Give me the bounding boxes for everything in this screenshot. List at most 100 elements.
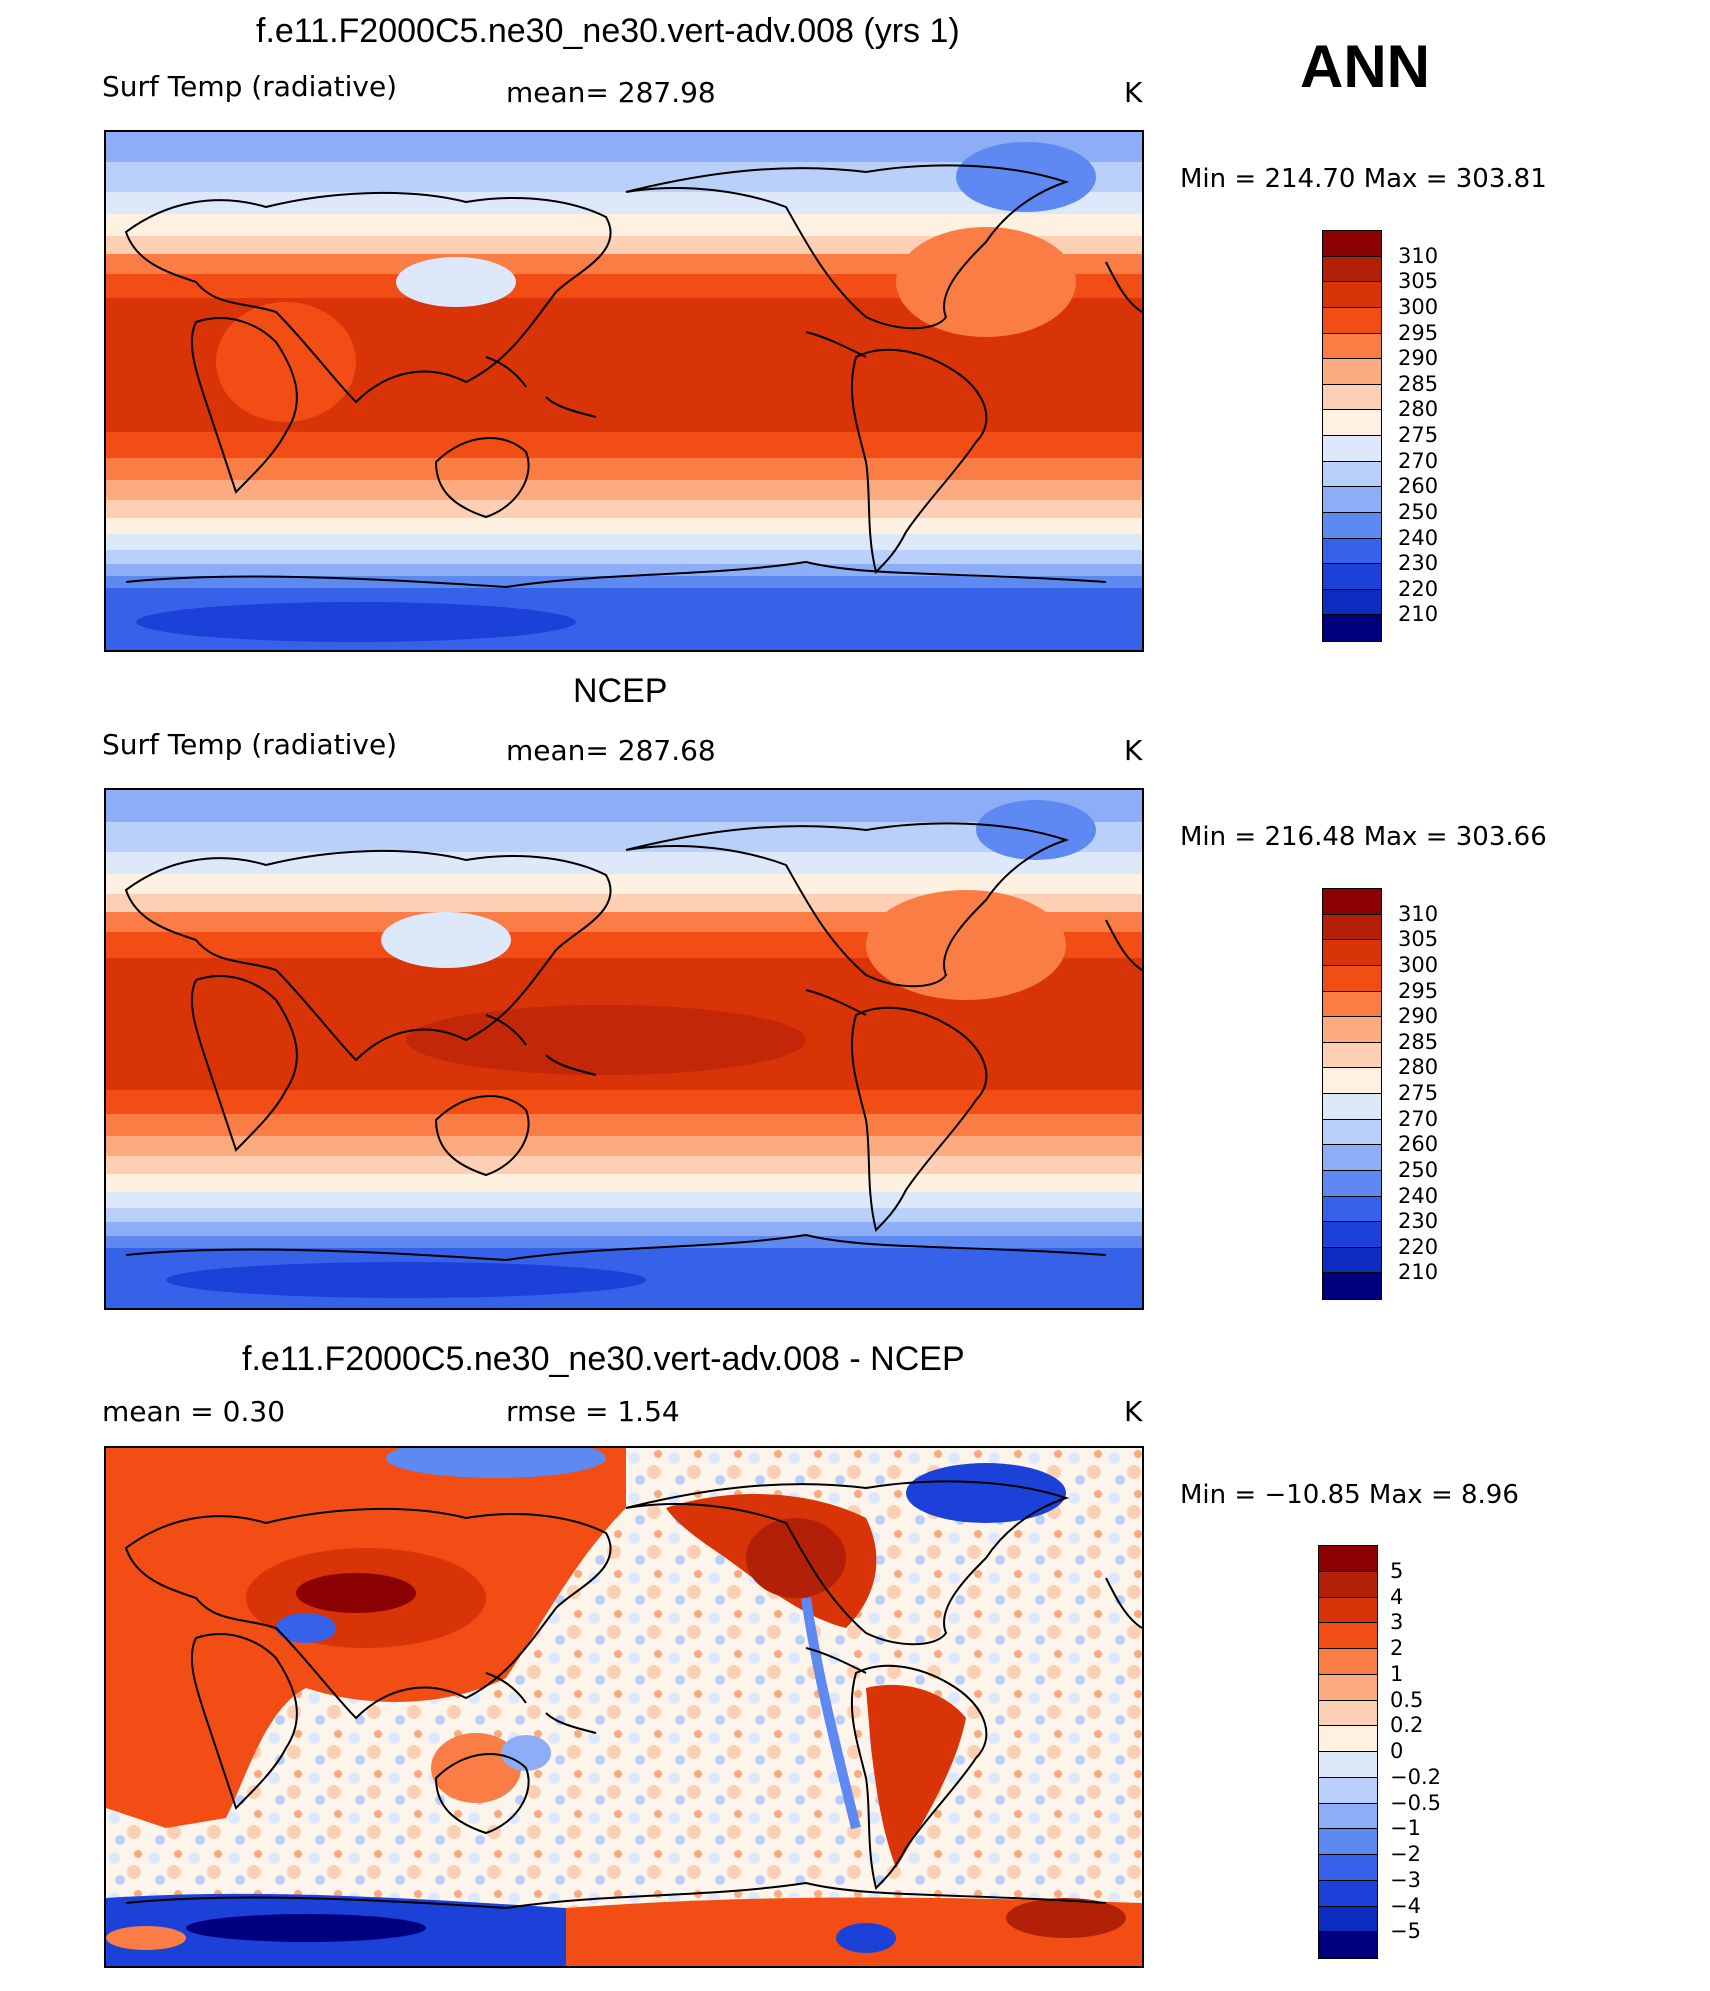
colorbar-tick-label: −0.5 <box>1390 1790 1441 1815</box>
colorbar-tick-label: 0 <box>1390 1739 1404 1763</box>
colorbar-swatch <box>1322 511 1382 539</box>
panel-model-map-plot <box>106 132 1142 650</box>
panel-obs-title: NCEP <box>573 672 668 710</box>
colorbar-swatch <box>1318 1570 1378 1598</box>
colorbar-tick-label: 4 <box>1390 1584 1404 1609</box>
temperature-field <box>106 132 1142 650</box>
colorbar-swatch <box>1322 1221 1382 1249</box>
colorbar-swatch <box>1318 1802 1378 1830</box>
coastlines <box>124 1480 1142 1910</box>
colorbar-swatch <box>1322 1195 1382 1223</box>
colorbar-swatch <box>1322 1016 1382 1044</box>
colorbar-tick-label: 290 <box>1398 346 1439 371</box>
colorbar-tick-label: 210 <box>1398 1260 1439 1285</box>
panel-model-title: f.e11.F2000C5.ne30_ne30.vert-adv.008 (yr… <box>256 12 960 50</box>
panel-diff-minmax: Min = −10.85 Max = 8.96 <box>1180 1480 1519 1510</box>
colorbar-swatch <box>1322 306 1382 334</box>
colorbar-swatch <box>1322 230 1382 258</box>
colorbar-tick-label: 0.5 <box>1390 1687 1424 1712</box>
colorbar-swatch <box>1322 358 1382 386</box>
colorbar-tick-label: 3 <box>1390 1610 1404 1635</box>
colorbar-tick-label: 250 <box>1398 1157 1439 1182</box>
colorbar-tick-label: −1 <box>1390 1816 1421 1841</box>
colorbar-tick-label: 220 <box>1398 1234 1439 1259</box>
colorbar-tick-label: 280 <box>1398 1055 1439 1080</box>
panel-obs-variable-label: Surf Temp (radiative) <box>102 728 398 761</box>
colorbar-swatch <box>1318 1622 1378 1650</box>
panel-model-minmax: Min = 214.70 Max = 303.81 <box>1180 164 1547 194</box>
colorbar-tick-label: −5 <box>1390 1919 1421 1944</box>
panel-diff-units: K <box>1124 1395 1143 1428</box>
colorbar-tick-label: 275 <box>1398 1081 1439 1105</box>
colorbar-swatch <box>1318 1931 1378 1959</box>
colorbar-swatch <box>1322 281 1382 309</box>
colorbar-tick-label: 1 <box>1390 1661 1404 1686</box>
colorbar-swatch <box>1322 1246 1382 1274</box>
colorbar-swatch <box>1322 614 1382 642</box>
panel-model-units: K <box>1124 76 1143 109</box>
colorbar-tick-label: 240 <box>1398 525 1439 550</box>
colorbar-tick-label: −2 <box>1390 1842 1421 1866</box>
colorbar-swatch <box>1322 1144 1382 1172</box>
panel-obs-colorbar: 310 305 300 295 290 285 280 275 270 260 250 240 230 2… <box>1322 888 1462 1300</box>
panel-obs-units: K <box>1124 734 1143 767</box>
colorbar-tick-label: 2 <box>1390 1636 1404 1660</box>
colorbar-tick-label: 270 <box>1398 1106 1439 1131</box>
colorbar-tick-label: 0.2 <box>1390 1713 1424 1738</box>
colorbar-swatch <box>1322 964 1382 992</box>
coastlines <box>124 822 1142 1262</box>
colorbar-tick-label: 295 <box>1398 320 1439 345</box>
colorbar-tick-label: −4 <box>1390 1893 1421 1918</box>
colorbar-tick-label: 285 <box>1398 371 1439 396</box>
colorbar-swatch <box>1322 486 1382 514</box>
colorbar-swatch <box>1322 990 1382 1018</box>
colorbar-tick-label: 230 <box>1398 551 1439 576</box>
colorbar-swatch <box>1318 1545 1378 1573</box>
colorbar-swatch <box>1322 1118 1382 1146</box>
colorbar-swatch <box>1322 1093 1382 1121</box>
colorbar-swatch <box>1318 1596 1378 1624</box>
colorbar-tick-label: 230 <box>1398 1209 1439 1234</box>
colorbar-swatch <box>1322 1041 1382 1069</box>
colorbar-tick-label: 260 <box>1398 474 1439 499</box>
colorbar-swatch <box>1318 1673 1378 1701</box>
colorbar-tick-label: 300 <box>1398 952 1439 977</box>
colorbar-tick-label: 270 <box>1398 448 1439 473</box>
panel-diff-mean-label: mean = 0.30 <box>102 1395 286 1428</box>
colorbar-tick-label: 295 <box>1398 978 1439 1003</box>
temperature-field <box>106 790 1142 1308</box>
coastlines <box>124 164 1142 589</box>
season-label: ANN <box>1300 33 1430 100</box>
panel-obs-minmax: Min = 216.48 Max = 303.66 <box>1180 822 1547 852</box>
colorbar-tick-label: −0.2 <box>1390 1764 1441 1789</box>
panel-diff-rmse-label: rmse = 1.54 <box>506 1395 680 1428</box>
colorbar-tick-label: 275 <box>1398 423 1439 447</box>
colorbar-swatch <box>1318 1905 1378 1933</box>
colorbar-tick-label: 290 <box>1398 1004 1439 1029</box>
colorbar-tick-label: 285 <box>1398 1029 1439 1054</box>
colorbar-tick-label: 310 <box>1398 243 1439 268</box>
colorbar-swatch <box>1322 1169 1382 1197</box>
colorbar-tick-label: 220 <box>1398 576 1439 601</box>
panel-model-mean-label: mean= 287.98 <box>506 76 716 109</box>
panel-diff-map <box>104 1446 1144 1968</box>
colorbar-tick-label: 210 <box>1398 602 1439 627</box>
colorbar-swatch <box>1322 913 1382 941</box>
colorbar-swatch <box>1322 460 1382 488</box>
colorbar-tick-label: 260 <box>1398 1132 1439 1157</box>
colorbar-tick-label: 300 <box>1398 294 1439 319</box>
colorbar-swatch <box>1322 563 1382 591</box>
colorbar-swatch <box>1322 383 1382 411</box>
panel-model-colorbar: 310 305 300 295 290 285 280 275 270 260 250 240 230 2… <box>1322 230 1462 642</box>
colorbar-tick-label: 310 <box>1398 901 1439 926</box>
panel-diff-title: f.e11.F2000C5.ne30_ne30.vert-adv.008 - N… <box>242 1340 965 1378</box>
colorbar-swatch <box>1318 1699 1378 1727</box>
colorbar-tick-label: 305 <box>1398 927 1439 952</box>
colorbar-tick-label: 250 <box>1398 499 1439 524</box>
colorbar-swatch <box>1318 1725 1378 1753</box>
panel-model-map <box>104 130 1144 652</box>
colorbar-swatch <box>1318 1828 1378 1856</box>
colorbar-tick-label: 305 <box>1398 269 1439 294</box>
panel-obs-mean-label: mean= 287.68 <box>506 734 716 767</box>
panel-obs-map-plot <box>106 790 1142 1308</box>
